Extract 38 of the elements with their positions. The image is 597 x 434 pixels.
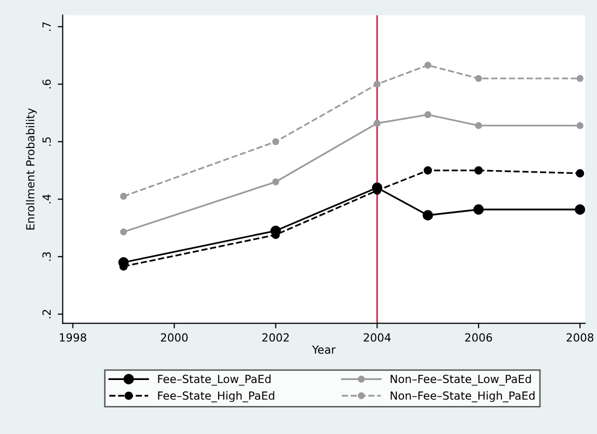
point [422,210,434,220]
point [120,192,128,200]
legend-label: Non–Fee–State_Low_PaEd [390,374,531,386]
point [272,138,280,146]
point [574,204,586,215]
point [424,62,432,69]
y-tick-label: .6 [42,80,51,88]
point [374,80,381,88]
point [473,204,484,215]
legend-label: Fee–State_Low_PaEd [158,374,271,386]
x-tick-label: 1998 [60,333,86,342]
legend-label: Non–Fee–State_High_PaEd [390,391,534,402]
point [474,166,483,175]
x-tick-label: 2006 [465,333,492,342]
y-tick-label: .5 [42,137,51,146]
point [272,178,280,186]
point [424,166,432,175]
y-tick-label: .7 [42,22,51,31]
point [475,122,482,130]
point [576,74,584,82]
y-tick-label: .2 [42,310,51,318]
x-axis-title: Year [312,346,336,354]
x-tick-label: 2000 [160,333,188,342]
y-tick-label: .3 [42,252,51,261]
point [120,228,128,236]
x-tick-label: 2004 [364,333,391,342]
y-axis-title: Enrollment Probability [26,108,37,230]
point [270,226,281,236]
y-tick-label: .4 [42,194,51,204]
point [576,122,584,130]
point [424,111,432,118]
x-tick-label: 2002 [262,333,289,342]
point [372,182,382,193]
point [475,74,482,82]
x-tick-label: 2008 [566,333,594,342]
legend-label: Fee–State_High_PaEd [158,391,274,402]
point [374,120,381,127]
point [576,169,584,178]
